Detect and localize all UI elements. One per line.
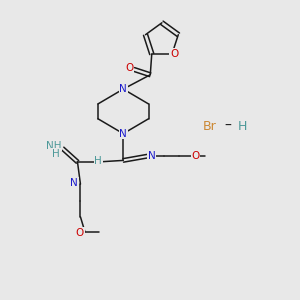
Text: O: O <box>191 151 200 161</box>
Text: O: O <box>75 228 84 238</box>
Text: H: H <box>238 120 247 133</box>
Text: O: O <box>125 63 134 73</box>
Text: N: N <box>70 178 78 188</box>
Text: N: N <box>119 129 127 139</box>
Text: N: N <box>119 84 127 94</box>
Text: O: O <box>170 49 178 59</box>
Text: –: – <box>224 119 231 133</box>
Text: N: N <box>148 151 155 161</box>
Text: Br: Br <box>202 120 216 133</box>
Text: NH: NH <box>46 140 62 151</box>
Text: H: H <box>52 149 60 159</box>
Text: H: H <box>94 156 102 166</box>
